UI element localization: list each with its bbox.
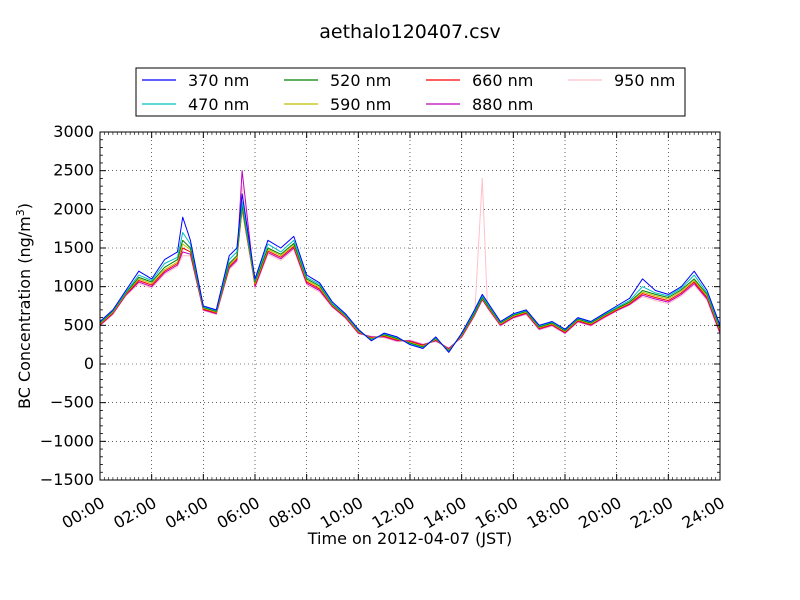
series-lines	[99, 170, 721, 353]
legend-label: 950 nm	[614, 71, 675, 90]
series-line-370-nm	[99, 193, 721, 353]
legend-label: 660 nm	[472, 71, 533, 90]
ticks	[99, 131, 721, 481]
y-tick-label: 2000	[53, 199, 94, 218]
legend-label: 520 nm	[330, 71, 391, 90]
grid	[100, 132, 720, 480]
plot-area	[99, 131, 721, 481]
y-tick-label: 0	[84, 354, 94, 373]
legend-label: 590 nm	[330, 95, 391, 114]
legend-label: 880 nm	[472, 95, 533, 114]
y-tick-label: 1000	[53, 277, 94, 296]
legend-label: 370 nm	[188, 71, 249, 90]
y-axis-label-main: BC Concentration (ng/m	[15, 216, 34, 409]
y-tick-label: −1500	[40, 470, 94, 489]
chart-title: aethalo120407.csv	[319, 21, 501, 43]
y-axis-label-close: )	[15, 203, 34, 209]
y-axis-label-superscript: 3	[14, 209, 27, 216]
y-axis-label: BC Concentration (ng/m3)	[14, 203, 34, 409]
y-tick-labels: −1500 −1000 −500 0 500 1000 1500 2000 2500 3000	[40, 122, 94, 489]
y-tick-label: 3000	[53, 122, 94, 141]
legend-box	[135, 67, 686, 117]
y-tick-label: −1000	[40, 431, 94, 450]
y-tick-label: 2500	[53, 161, 94, 180]
legend: 370 nm 470 nm 520 nm 590 nm 660 nm 880 nm 950 …	[135, 67, 686, 117]
x-axis-label: Time on 2012-04-07 (JST)	[307, 529, 512, 548]
legend-label: 470 nm	[188, 95, 249, 114]
legend-items: 370 nm 470 nm 520 nm 590 nm 660 nm 880 nm 950 …	[142, 71, 675, 114]
y-tick-label: 500	[63, 315, 94, 334]
y-tick-label: 1500	[53, 238, 94, 257]
y-tick-label: −500	[50, 393, 94, 412]
